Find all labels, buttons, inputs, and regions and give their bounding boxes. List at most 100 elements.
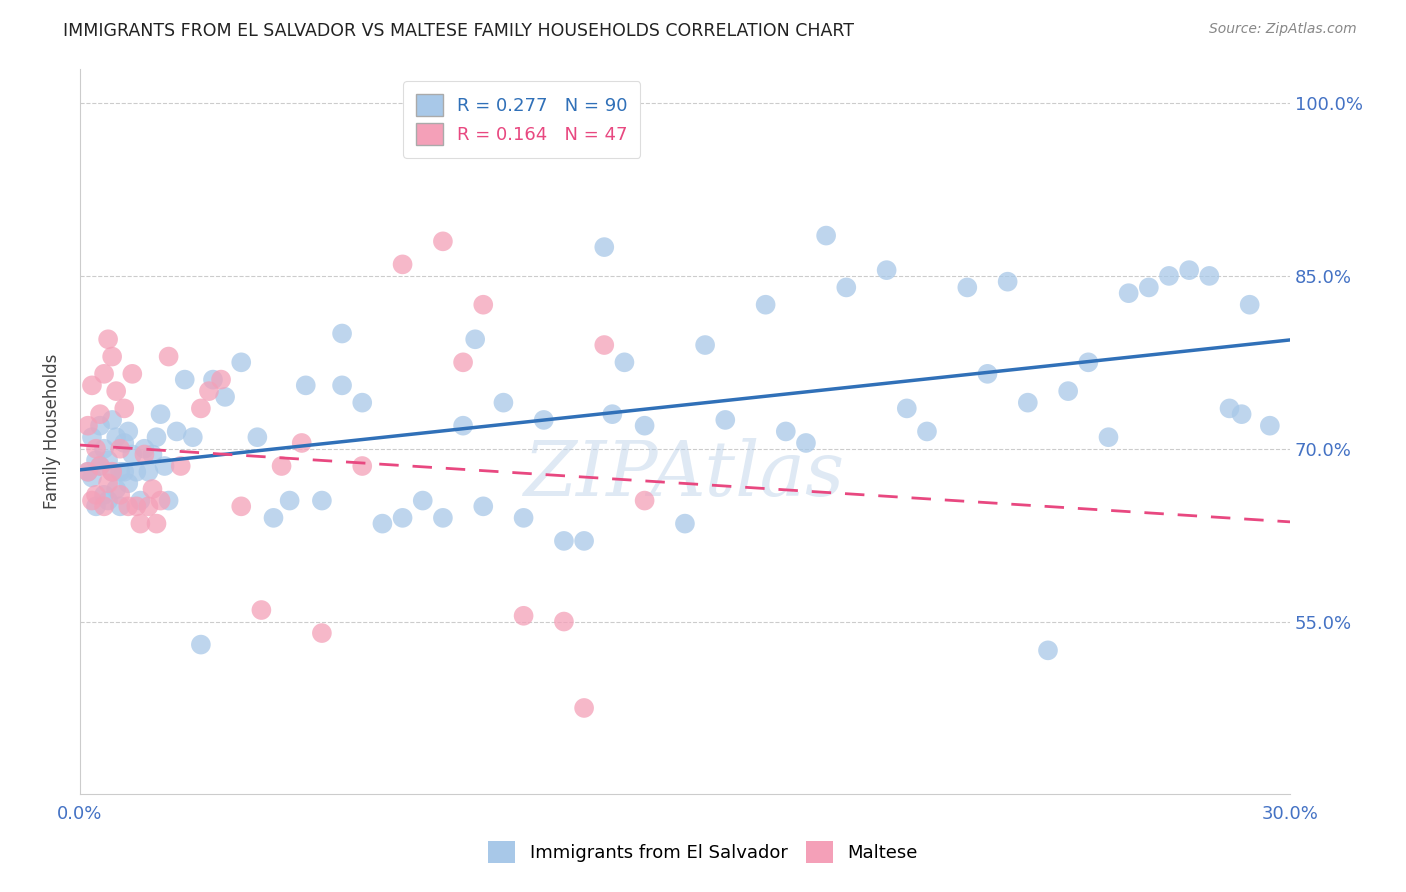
Point bbox=[141, 482, 163, 496]
Point bbox=[84, 500, 107, 514]
Point bbox=[89, 458, 111, 473]
Point bbox=[533, 413, 555, 427]
Point bbox=[108, 488, 131, 502]
Point bbox=[166, 425, 188, 439]
Point bbox=[432, 511, 454, 525]
Point bbox=[352, 458, 374, 473]
Point bbox=[553, 615, 575, 629]
Point bbox=[451, 355, 474, 369]
Point bbox=[77, 418, 100, 433]
Point bbox=[1239, 298, 1261, 312]
Point bbox=[181, 430, 204, 444]
Point bbox=[149, 407, 172, 421]
Point bbox=[352, 395, 374, 409]
Point bbox=[330, 326, 353, 341]
Point bbox=[97, 453, 120, 467]
Point bbox=[391, 511, 413, 525]
Point bbox=[633, 418, 655, 433]
Point bbox=[112, 401, 135, 416]
Point bbox=[93, 500, 115, 514]
Point bbox=[97, 332, 120, 346]
Point bbox=[93, 367, 115, 381]
Point bbox=[876, 263, 898, 277]
Text: Source: ZipAtlas.com: Source: ZipAtlas.com bbox=[1209, 22, 1357, 37]
Point bbox=[492, 395, 515, 409]
Point bbox=[149, 493, 172, 508]
Point bbox=[117, 500, 139, 514]
Point bbox=[1258, 418, 1281, 433]
Point bbox=[157, 350, 180, 364]
Point bbox=[141, 448, 163, 462]
Point bbox=[278, 493, 301, 508]
Point bbox=[451, 418, 474, 433]
Point bbox=[1036, 643, 1059, 657]
Point bbox=[593, 338, 616, 352]
Point bbox=[190, 638, 212, 652]
Point bbox=[432, 235, 454, 249]
Point bbox=[214, 390, 236, 404]
Point bbox=[84, 488, 107, 502]
Point bbox=[105, 384, 128, 398]
Legend: R = 0.277   N = 90, R = 0.164   N = 47: R = 0.277 N = 90, R = 0.164 N = 47 bbox=[404, 81, 640, 158]
Point bbox=[613, 355, 636, 369]
Point bbox=[695, 338, 717, 352]
Point bbox=[1057, 384, 1080, 398]
Point bbox=[391, 257, 413, 271]
Point bbox=[294, 378, 316, 392]
Point bbox=[112, 465, 135, 479]
Point bbox=[1198, 268, 1220, 283]
Point bbox=[464, 332, 486, 346]
Point bbox=[231, 500, 253, 514]
Point bbox=[231, 355, 253, 369]
Point bbox=[129, 493, 152, 508]
Point bbox=[108, 500, 131, 514]
Point bbox=[121, 448, 143, 462]
Point bbox=[755, 298, 778, 312]
Point bbox=[138, 500, 160, 514]
Point bbox=[101, 350, 124, 364]
Text: IMMIGRANTS FROM EL SALVADOR VS MALTESE FAMILY HOUSEHOLDS CORRELATION CHART: IMMIGRANTS FROM EL SALVADOR VS MALTESE F… bbox=[63, 22, 855, 40]
Point bbox=[108, 442, 131, 456]
Legend: Immigrants from El Salvador, Maltese: Immigrants from El Salvador, Maltese bbox=[479, 832, 927, 872]
Point bbox=[602, 407, 624, 421]
Point bbox=[1218, 401, 1240, 416]
Point bbox=[117, 425, 139, 439]
Point bbox=[572, 533, 595, 548]
Point bbox=[105, 430, 128, 444]
Point bbox=[956, 280, 979, 294]
Point bbox=[84, 442, 107, 456]
Point bbox=[97, 493, 120, 508]
Point bbox=[1230, 407, 1253, 421]
Point bbox=[572, 701, 595, 715]
Point bbox=[472, 298, 495, 312]
Point bbox=[815, 228, 838, 243]
Text: ZIPAtlas: ZIPAtlas bbox=[524, 438, 845, 512]
Point bbox=[201, 373, 224, 387]
Point bbox=[80, 493, 103, 508]
Point bbox=[173, 373, 195, 387]
Point bbox=[153, 458, 176, 473]
Point bbox=[311, 493, 333, 508]
Point bbox=[714, 413, 737, 427]
Point bbox=[145, 430, 167, 444]
Point bbox=[80, 378, 103, 392]
Point bbox=[80, 470, 103, 484]
Point bbox=[472, 500, 495, 514]
Point bbox=[775, 425, 797, 439]
Point bbox=[371, 516, 394, 531]
Point bbox=[835, 280, 858, 294]
Point bbox=[673, 516, 696, 531]
Point bbox=[1137, 280, 1160, 294]
Point bbox=[101, 465, 124, 479]
Point bbox=[170, 458, 193, 473]
Point bbox=[101, 465, 124, 479]
Point bbox=[145, 516, 167, 531]
Point bbox=[134, 448, 156, 462]
Point bbox=[125, 500, 148, 514]
Point bbox=[89, 407, 111, 421]
Point bbox=[1077, 355, 1099, 369]
Point bbox=[794, 436, 817, 450]
Point bbox=[412, 493, 434, 508]
Point bbox=[270, 458, 292, 473]
Point bbox=[93, 442, 115, 456]
